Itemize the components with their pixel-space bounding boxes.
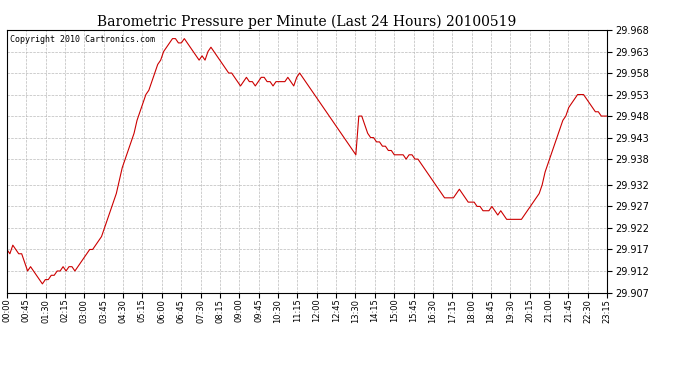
Title: Barometric Pressure per Minute (Last 24 Hours) 20100519: Barometric Pressure per Minute (Last 24 …	[97, 15, 517, 29]
Text: Copyright 2010 Cartronics.com: Copyright 2010 Cartronics.com	[10, 35, 155, 44]
